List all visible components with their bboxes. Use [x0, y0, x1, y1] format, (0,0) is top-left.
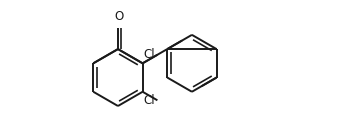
- Text: Cl: Cl: [143, 48, 155, 61]
- Text: O: O: [115, 10, 124, 23]
- Text: Cl: Cl: [143, 94, 155, 107]
